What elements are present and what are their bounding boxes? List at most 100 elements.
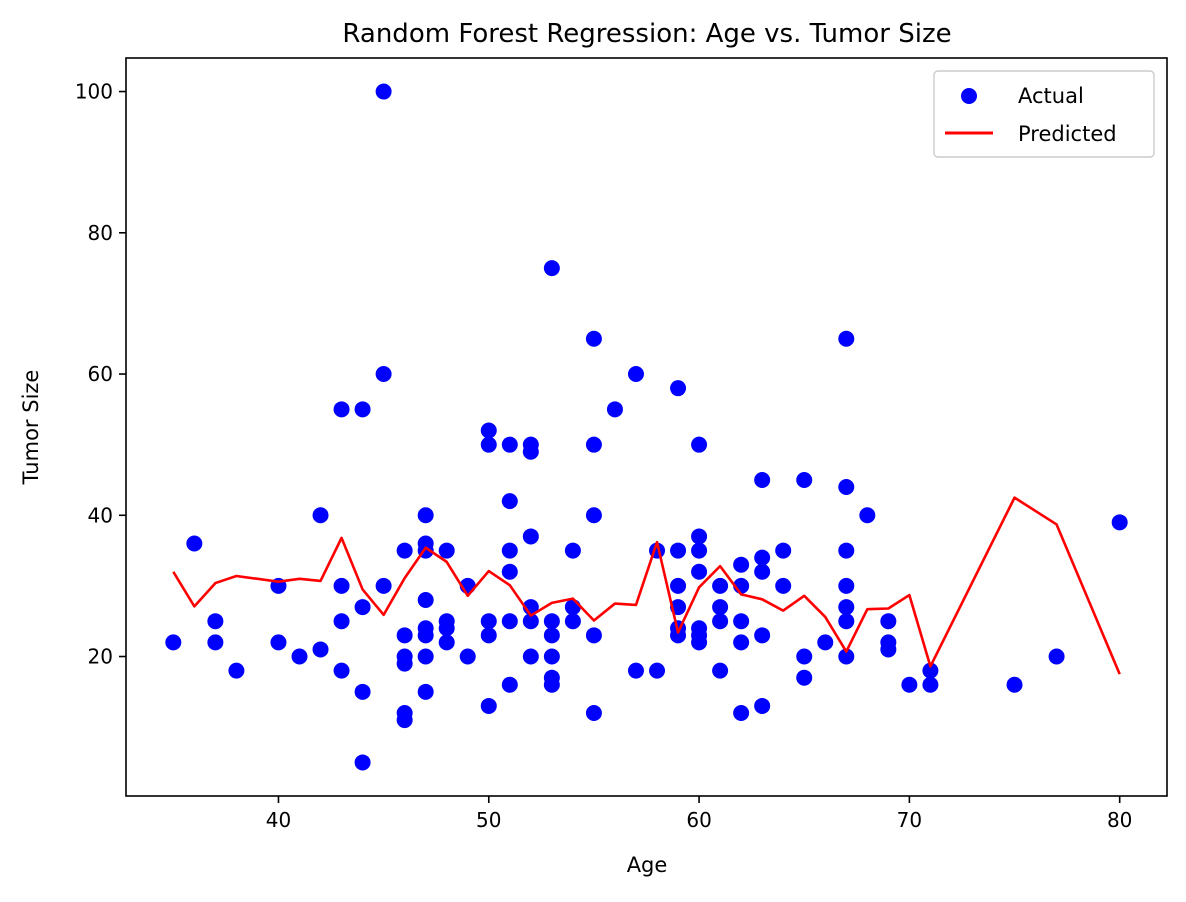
data-point-actual: [838, 542, 855, 559]
data-point-actual: [796, 471, 813, 488]
legend: Actual Predicted: [933, 70, 1155, 158]
data-point-actual: [354, 683, 371, 700]
y-tick-label: 20: [88, 645, 113, 669]
data-point-actual: [375, 366, 392, 383]
data-point-actual: [585, 627, 602, 644]
data-point-actual: [564, 599, 581, 616]
data-point-actual: [480, 613, 497, 630]
data-point-actual: [354, 599, 371, 616]
data-point-actual: [165, 634, 182, 651]
data-point-actual: [733, 634, 750, 651]
data-point-actual: [501, 613, 518, 630]
data-point-actual: [649, 662, 666, 679]
data-point-actual: [312, 507, 329, 524]
data-point-actual: [333, 662, 350, 679]
legend-label-actual: Actual: [1018, 84, 1084, 108]
data-point-actual: [480, 697, 497, 714]
data-point-actual: [670, 380, 687, 397]
actual-points: [165, 83, 1128, 771]
data-point-actual: [859, 507, 876, 524]
data-point-actual: [417, 592, 434, 609]
data-point-actual: [333, 577, 350, 594]
data-point-actual: [354, 754, 371, 771]
data-point-actual: [543, 676, 560, 693]
data-point-actual: [564, 542, 581, 559]
x-tick-label: 80: [1107, 808, 1132, 832]
x-tick-label: 40: [266, 808, 291, 832]
data-point-actual: [396, 542, 413, 559]
data-point-actual: [754, 471, 771, 488]
data-point-actual: [733, 613, 750, 630]
data-point-actual: [522, 443, 539, 460]
data-point-actual: [817, 634, 834, 651]
data-point-actual: [733, 556, 750, 573]
data-point-actual: [585, 330, 602, 347]
data-point-actual: [838, 613, 855, 630]
data-point-actual: [712, 613, 729, 630]
data-point-actual: [606, 401, 623, 418]
data-point-actual: [712, 577, 729, 594]
data-point-actual: [712, 599, 729, 616]
data-point-actual: [627, 366, 644, 383]
data-point-actual: [207, 613, 224, 630]
y-axis-ticks: 20 40 60 80 100: [75, 80, 126, 669]
data-point-actual: [691, 436, 708, 453]
data-point-actual: [733, 705, 750, 722]
data-point-actual: [333, 401, 350, 418]
data-point-actual: [901, 676, 918, 693]
data-point-actual: [270, 634, 287, 651]
data-point-actual: [543, 260, 560, 277]
data-point-actual: [922, 662, 939, 679]
legend-box: [933, 70, 1155, 158]
y-tick-label: 40: [88, 503, 113, 527]
data-point-actual: [522, 648, 539, 665]
data-point-actual: [691, 542, 708, 559]
data-point-actual: [585, 705, 602, 722]
y-tick-label: 100: [75, 80, 113, 104]
x-axis-ticks: 40 50 60 70 80: [266, 796, 1132, 832]
data-point-actual: [1111, 514, 1128, 531]
legend-label-predicted: Predicted: [1018, 122, 1117, 146]
chart-title: Random Forest Regression: Age vs. Tumor …: [342, 19, 951, 49]
data-point-actual: [354, 401, 371, 418]
y-tick-label: 60: [88, 362, 113, 386]
x-axis-label: Age: [627, 853, 668, 877]
data-point-actual: [838, 577, 855, 594]
data-point-actual: [691, 528, 708, 545]
data-point-actual: [796, 669, 813, 686]
data-point-actual: [585, 507, 602, 524]
data-point-actual: [838, 330, 855, 347]
data-point-actual: [838, 479, 855, 496]
x-tick-label: 70: [897, 808, 922, 832]
y-axis-label: Tumor Size: [19, 370, 43, 486]
data-point-actual: [438, 620, 455, 637]
data-point-actual: [438, 542, 455, 559]
data-point-actual: [670, 627, 687, 644]
data-point-actual: [627, 662, 644, 679]
data-point-actual: [375, 83, 392, 100]
data-point-actual: [712, 662, 729, 679]
data-point-actual: [480, 436, 497, 453]
legend-marker-actual: [961, 88, 977, 104]
plot-area-frame: [125, 57, 1168, 797]
predicted-line-layer: [172, 496, 1121, 675]
data-point-actual: [396, 712, 413, 729]
data-point-actual: [522, 528, 539, 545]
data-point-actual: [754, 697, 771, 714]
data-point-actual: [417, 507, 434, 524]
data-point-actual: [775, 542, 792, 559]
data-point-actual: [754, 627, 771, 644]
data-point-actual: [312, 641, 329, 658]
data-point-actual: [396, 627, 413, 644]
data-point-actual: [501, 542, 518, 559]
data-point-actual: [417, 683, 434, 700]
data-point-actual: [522, 613, 539, 630]
data-point-actual: [838, 648, 855, 665]
data-point-actual: [754, 563, 771, 580]
data-point-actual: [796, 648, 813, 665]
data-point-actual: [543, 648, 560, 665]
data-point-actual: [501, 563, 518, 580]
data-point-actual: [564, 613, 581, 630]
